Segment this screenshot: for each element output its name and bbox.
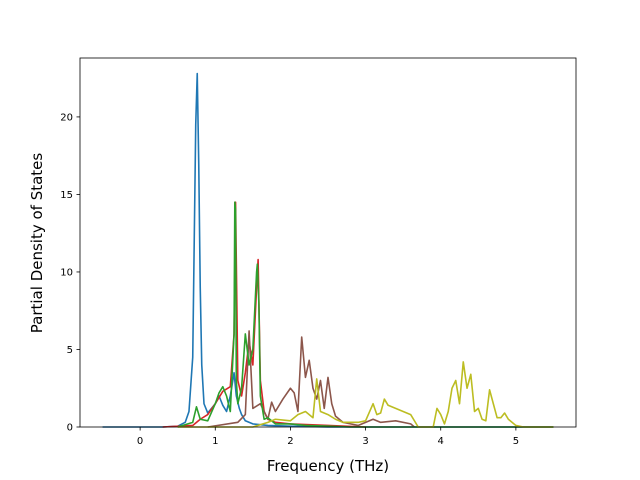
y-tick-label: 5	[67, 345, 73, 356]
axes-background	[80, 58, 576, 427]
x-axis: 0 1 2 3 4 5	[137, 427, 519, 447]
x-axis-label: Frequency (THz)	[267, 457, 389, 475]
plot-area	[79, 57, 577, 428]
x-tick-label: 4	[438, 436, 444, 447]
x-tick-label: 1	[212, 436, 218, 447]
y-tick-label: 15	[60, 190, 73, 201]
y-tick-label: 0	[67, 423, 73, 434]
series-layer	[102, 72, 554, 428]
series-line-4	[177, 201, 554, 428]
x-tick-label: 0	[137, 436, 143, 447]
x-tick-label: 2	[287, 436, 293, 447]
y-axis: 0 5 10 15 20	[60, 112, 80, 434]
y-tick-label: 10	[60, 267, 73, 278]
x-tick-label: 5	[513, 436, 519, 447]
x-tick-label: 3	[362, 436, 368, 447]
axes-frame	[79, 57, 577, 428]
y-tick-label: 20	[60, 112, 73, 123]
y-axis-label: Partial Density of States	[28, 153, 46, 334]
